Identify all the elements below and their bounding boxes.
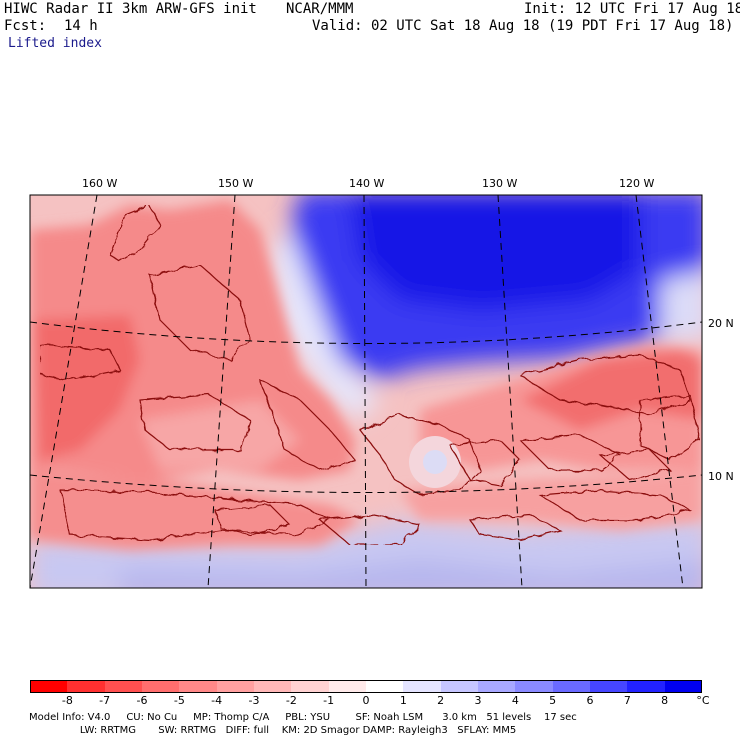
forecast-label: Fcst: [4,18,47,34]
source-label: NCAR/MMM [286,1,354,17]
lat-label: 20 N [708,317,734,330]
latitude-labels: 20 N 10 N [708,317,734,483]
colorbar-swatch [366,680,404,693]
colorbar-swatch [478,680,516,693]
colorbar-tick-label: 3 [474,694,482,707]
colorbar-swatch [291,680,330,693]
model-title: HIWC Radar II 3km ARW-GFS init [4,1,257,17]
colorbar-swatch [328,680,367,693]
colorbar-swatch [67,680,106,693]
lon-label: 150 W [218,177,253,190]
colorbar-swatch [627,680,666,693]
colorbar-tick-label: -4 [211,694,223,707]
colorbar-swatch [590,680,628,693]
colorbar-tick-label: 5 [549,694,557,707]
colorbar-swatch [104,680,143,693]
colorbar-tick-label: -3 [248,694,260,707]
colorbar-tick-label: 1 [399,694,407,707]
field-name: Lifted index [8,36,102,51]
colorbar-tick-label: 0 [362,694,370,707]
field-shading [30,195,702,588]
lon-label: 120 W [619,177,654,190]
graticule [30,195,702,588]
lon-label: 130 W [482,177,517,190]
colorbar-tick-label: 6 [586,694,594,707]
colorbar-tick-label: 8 [661,694,669,707]
colorbar-unit: °C [696,694,710,707]
colorbar-swatch [515,680,554,693]
colorbar-swatch [440,680,479,693]
lat-label: 10 N [708,470,734,483]
colorbar-tick-label: 2 [437,694,445,707]
map-frame [29,194,703,589]
colorbar-swatch [664,680,703,693]
cyclone-feature [409,436,461,488]
colorbar-tick-label: -8 [61,694,73,707]
colorbar-swatch [216,680,255,693]
colorbar-swatch [30,680,68,693]
colorbar-swatch [179,680,218,693]
colorbar-swatch [142,680,180,693]
init-time: Init: 12 UTC Fri 17 Aug 18 [524,1,740,17]
colorbar-tick-label: -5 [173,694,185,707]
lon-label: 140 W [349,177,384,190]
colorbar-tick-label: -6 [136,694,148,707]
colorbar-swatch [254,680,292,693]
colorbar-tick-label: -7 [99,694,111,707]
colorbar-tick-label: 7 [623,694,631,707]
colorbar-tick-label: -2 [285,694,297,707]
longitude-labels: 160 W 150 W 140 W 130 W 120 W [82,177,654,190]
model-info-line2: LW: RRTMG SW: RRTMG DIFF: full KM: 2D Sm… [29,725,517,736]
model-info-line1: Model Info: V4.0 CU: No Cu MP: Thomp C/A… [29,712,577,723]
valid-time: Valid: 02 UTC Sat 18 Aug 18 (19 PDT Fri … [312,18,734,34]
forecast-hour: 14 h [64,18,98,34]
lon-label: 160 W [82,177,117,190]
colorbar-swatch [552,680,591,693]
colorbar-tick-label: 4 [511,694,519,707]
colorbar-tick-label: -1 [323,694,335,707]
colorbar-swatch [403,680,442,693]
contour-lines [39,204,701,546]
